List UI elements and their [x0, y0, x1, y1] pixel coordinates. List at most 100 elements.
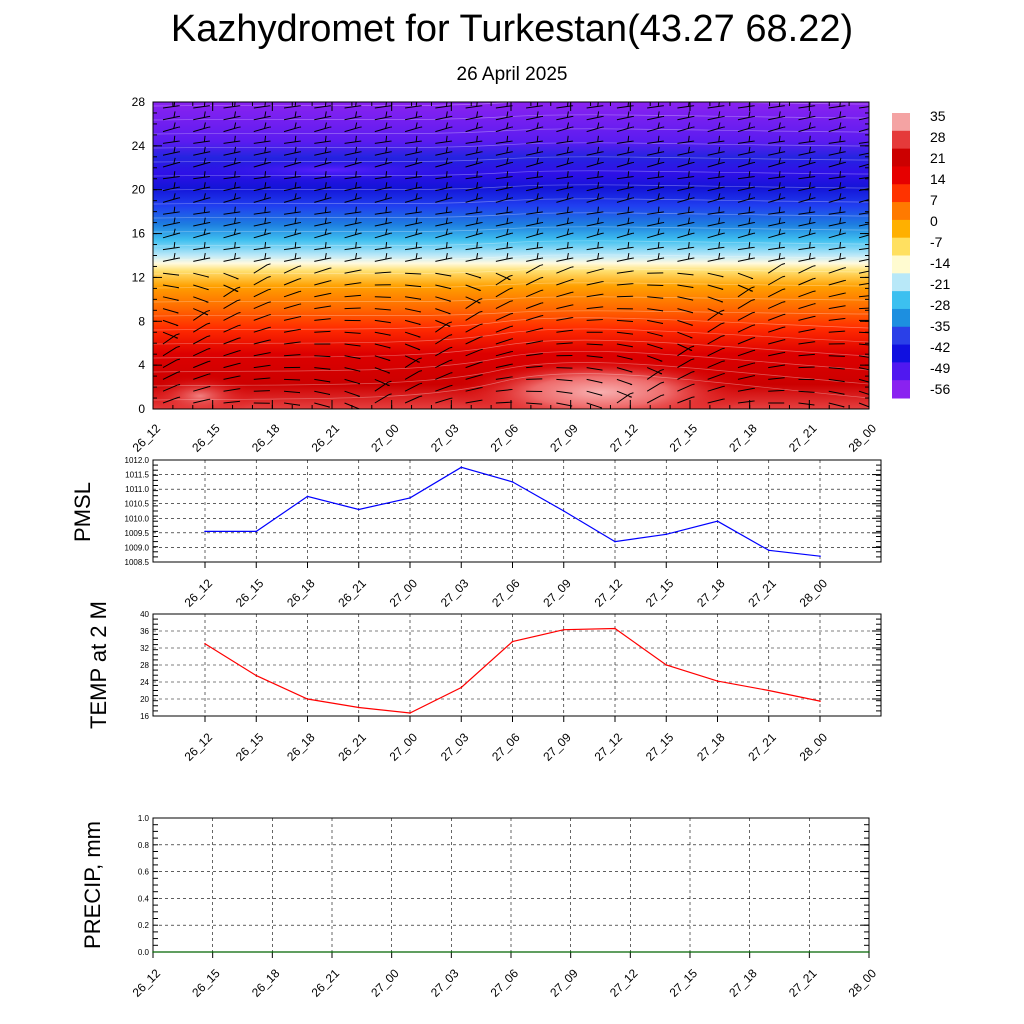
- wind-barb: [677, 284, 694, 289]
- wind-barb-staff: [586, 306, 603, 310]
- xtick-label: 26_21: [335, 576, 369, 610]
- wind-barb-flag: [540, 276, 544, 279]
- ytick-label: 1009.0: [125, 543, 150, 552]
- wind-barb-staff: [495, 351, 512, 357]
- wind-barb-staff: [647, 296, 664, 299]
- colorbar-swatch: [892, 202, 910, 221]
- data-point: [716, 520, 719, 522]
- wind-barb-staff: [646, 367, 663, 375]
- wind-barb-staff: [435, 105, 452, 109]
- wind-barb: [858, 223, 869, 227]
- wind-barb-staff: [495, 197, 512, 203]
- wind-barb: [858, 390, 869, 395]
- xtick-label: 27_15: [643, 576, 677, 610]
- wind-barb-flag: [203, 206, 206, 213]
- wind-barb: [495, 193, 513, 203]
- wind-barb-flag: [536, 252, 539, 260]
- wind-barb-flag: [660, 381, 665, 384]
- wind-barb: [858, 295, 869, 298]
- wind-barb: [647, 343, 663, 350]
- wind-barb-staff: [526, 105, 543, 109]
- wind-barb-staff: [556, 246, 573, 251]
- data-point: [689, 951, 691, 953]
- wind-barb: [162, 383, 181, 392]
- wind-barb-staff: [193, 272, 209, 278]
- wind-barb: [707, 272, 724, 278]
- wind-barb-staff: [586, 402, 603, 409]
- wind-barb-flag: [839, 135, 842, 142]
- wind-barb: [798, 290, 816, 298]
- wind-barb: [858, 141, 869, 144]
- wind-barb-staff: [525, 265, 541, 274]
- y-axis-label: PRECIP, mm: [80, 821, 105, 949]
- wind-barb-staff: [405, 246, 422, 251]
- wind-barb-staff: [677, 272, 694, 276]
- wind-barb-flag: [566, 157, 570, 165]
- wind-barb-staff: [283, 402, 300, 406]
- wind-barb: [677, 111, 695, 121]
- wind-barb-flag: [870, 253, 871, 259]
- wind-barb-flag: [264, 102, 266, 107]
- wind-barb-flag: [657, 193, 660, 200]
- wind-barb: [556, 304, 574, 310]
- wind-barb: [405, 135, 422, 144]
- wind-barb-staff: [435, 372, 451, 380]
- wind-barb: [405, 296, 421, 300]
- wind-barb: [495, 325, 514, 333]
- wind-barb-staff: [283, 222, 300, 227]
- wind-barb-staff: [283, 257, 300, 262]
- wind-barb: [374, 367, 391, 374]
- wind-barb: [737, 146, 755, 156]
- data-point: [152, 951, 154, 953]
- wind-barb: [404, 252, 423, 262]
- wind-barb: [798, 228, 816, 239]
- wind-barb: [737, 206, 755, 215]
- wind-barb-staff: [283, 265, 299, 274]
- wind-barb-staff: [223, 400, 240, 404]
- wind-barb: [404, 157, 423, 168]
- wind-barb: [465, 206, 483, 215]
- wind-barb: [858, 152, 869, 156]
- wind-barb-staff: [556, 342, 573, 345]
- wind-barb-flag: [506, 252, 509, 260]
- wind-barb: [858, 117, 869, 121]
- wind-barb-staff: [193, 308, 209, 316]
- wind-barb: [344, 122, 362, 133]
- wind-barb-flag: [808, 217, 811, 224]
- wind-barb: [404, 395, 423, 404]
- wind-barb: [253, 111, 271, 121]
- wind-barb-flag: [597, 135, 599, 142]
- data-point: [255, 530, 258, 533]
- wind-barb-staff: [223, 140, 240, 144]
- wind-barb-staff: [162, 246, 179, 251]
- data-point: [562, 628, 565, 631]
- wind-barb-staff: [526, 186, 542, 192]
- wind-barb-staff: [283, 140, 300, 144]
- wind-barb: [223, 182, 241, 192]
- wind-barb: [768, 364, 785, 369]
- xtick-label: 27_12: [592, 576, 626, 610]
- wind-barb-staff: [374, 232, 391, 239]
- wind-barb-flag: [355, 241, 357, 249]
- wind-barb-flag: [597, 171, 599, 178]
- wind-barb: [828, 146, 846, 156]
- wind-barb: [253, 182, 271, 192]
- wind-barb: [526, 182, 544, 192]
- wind-barb: [465, 122, 483, 133]
- data-point: [331, 951, 333, 953]
- wind-barb-flag: [839, 146, 842, 153]
- wind-barb-staff: [314, 305, 331, 310]
- wind-barb: [525, 289, 544, 298]
- wind-barb-flag: [324, 252, 327, 260]
- wind-barb: [314, 182, 332, 192]
- wind-barb-staff: [435, 385, 451, 392]
- wind-barb-staff: [435, 296, 451, 302]
- wind-barb-staff: [616, 283, 633, 286]
- wind-barb-flag: [264, 252, 267, 260]
- wind-barb-staff: [405, 284, 422, 288]
- wind-barb: [344, 294, 362, 298]
- wind-barb: [586, 217, 604, 227]
- wind-barb-flag: [207, 335, 211, 337]
- wind-barb-flag: [566, 193, 570, 200]
- wind-barb-flag: [627, 241, 630, 249]
